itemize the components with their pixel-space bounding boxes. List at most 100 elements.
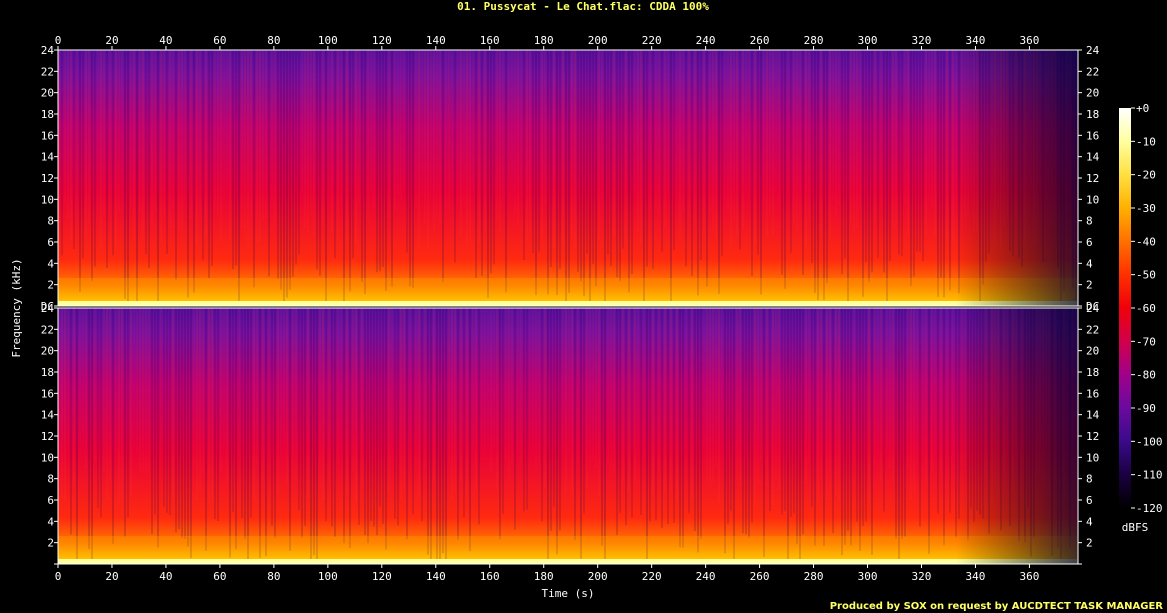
- y-tick-label: 24: [1086, 44, 1100, 57]
- y-tick-label: 22: [41, 65, 54, 78]
- y-tick-label: 2: [47, 279, 54, 292]
- y-tick-label: 10: [41, 193, 54, 206]
- x-tick-label: 160: [480, 34, 500, 47]
- y-tick-label: DC: [1086, 300, 1099, 313]
- x-tick-label: 40: [159, 34, 172, 47]
- y-tick-label: 4: [1086, 515, 1093, 528]
- x-tick-label: 320: [912, 34, 932, 47]
- y-tick-label: 4: [1086, 257, 1093, 270]
- x-tick-label: 20: [105, 34, 118, 47]
- y-tick-label: 22: [1086, 65, 1099, 78]
- y-tick-label: 6: [1086, 236, 1093, 249]
- y-tick-label: 10: [1086, 451, 1099, 464]
- x-tick-label: 160: [480, 570, 500, 583]
- y-tick-label: 20: [41, 87, 54, 100]
- y-tick-label: 18: [41, 366, 54, 379]
- x-tick-label: 260: [750, 570, 770, 583]
- x-tick-label: 180: [534, 570, 554, 583]
- colorbar-tick-label: -50: [1136, 269, 1156, 282]
- end-fade: [58, 50, 1078, 306]
- y-tick-label: 6: [47, 236, 54, 249]
- y-tick-label: 18: [41, 108, 54, 121]
- x-tick-label: 340: [966, 34, 986, 47]
- x-tick-label: 0: [55, 570, 62, 583]
- x-tick-label: 280: [804, 34, 824, 47]
- y-tick-label: 4: [47, 257, 54, 270]
- y-tick-label: 16: [41, 129, 54, 142]
- y-tick-label: DC: [41, 300, 54, 313]
- colorbar-tick-label: -110: [1136, 469, 1163, 482]
- y-tick-label: 16: [1086, 387, 1099, 400]
- colorbar-tick-label: -40: [1136, 235, 1156, 248]
- x-tick-label: 40: [159, 570, 172, 583]
- y-tick-label: 20: [41, 345, 54, 358]
- x-tick-label: 60: [213, 570, 226, 583]
- chart-title: 01. Pussycat - Le Chat.flac: CDDA 100%: [457, 0, 709, 13]
- y-tick-label: 22: [41, 323, 54, 336]
- channel-1-spectrogram: [57, 49, 1079, 307]
- colorbar-tick-label: -20: [1136, 169, 1156, 182]
- footer-credit: Produced by SOX on request by AUCDTECT T…: [830, 601, 1164, 612]
- y-tick-label: 20: [1086, 87, 1099, 100]
- colorbar-tick-label: -90: [1136, 402, 1156, 415]
- x-tick-label: 60: [213, 34, 226, 47]
- colorbar-tick-label: +0: [1136, 102, 1149, 115]
- x-tick-label: 100: [318, 34, 338, 47]
- x-tick-label: 180: [534, 34, 554, 47]
- x-tick-label: 140: [426, 34, 446, 47]
- x-tick-label: 100: [318, 570, 338, 583]
- y-tick-label: 12: [41, 172, 54, 185]
- y-tick-label: 4: [47, 515, 54, 528]
- y-tick-label: 24: [41, 302, 55, 315]
- x-tick-label: 120: [372, 570, 392, 583]
- x-tick-label: 240: [696, 570, 716, 583]
- colorbar-tick-label: -30: [1136, 202, 1156, 215]
- y-tick-label: 12: [1086, 172, 1099, 185]
- y-tick-label: 8: [47, 473, 54, 486]
- x-tick-label: 20: [105, 570, 118, 583]
- colorbar: +0 -10 -20 -30 -40 -50 -60 -70 -80 -90 -100 -110 -12…: [1119, 102, 1163, 515]
- x-tick-label: 140: [426, 570, 446, 583]
- y-tick-label: 8: [1086, 473, 1093, 486]
- x-tick-label: 200: [588, 570, 608, 583]
- x-tick-label: 0: [55, 34, 62, 47]
- colorbar-tick-label: -120: [1136, 502, 1163, 515]
- x-tick-label: 220: [642, 34, 662, 47]
- y-tick-label: 6: [1086, 494, 1093, 507]
- y-tick-label: 10: [41, 451, 54, 464]
- end-fade: [58, 308, 1078, 564]
- y-tick-label: 16: [1086, 129, 1099, 142]
- y-tick-label: 12: [41, 430, 54, 443]
- colorbar-label: dBFS: [1122, 521, 1149, 534]
- colorbar-scale: [1119, 108, 1131, 508]
- y-tick-label: 14: [41, 151, 55, 164]
- y-tick-label: 10: [1086, 193, 1099, 206]
- colorbar-tick-label: -80: [1136, 369, 1156, 382]
- y-tick-label: 14: [1086, 151, 1100, 164]
- y-tick-label: 14: [1086, 409, 1100, 422]
- colorbar-tick-label: -10: [1136, 135, 1156, 148]
- y-tick-label: 12: [1086, 430, 1099, 443]
- y-tick-label: 24: [41, 44, 55, 57]
- y-tick-label: 24: [1086, 302, 1100, 315]
- channel-2-spectrogram: [57, 307, 1079, 565]
- x-axis-label: Time (s): [542, 587, 595, 600]
- x-tick-label: 120: [372, 34, 392, 47]
- y-tick-label: 8: [1086, 215, 1093, 228]
- x-tick-label: 240: [696, 34, 716, 47]
- y-tick-label: 20: [1086, 345, 1099, 358]
- x-tick-label: 360: [1019, 570, 1039, 583]
- x-tick-label: 300: [858, 570, 878, 583]
- y-tick-label: 8: [47, 215, 54, 228]
- y-tick-label: 16: [41, 387, 54, 400]
- y-axis-label: Frequency (kHz): [10, 258, 23, 357]
- x-tick-label: 340: [966, 570, 986, 583]
- y-tick-label: 2: [1086, 279, 1093, 292]
- x-tick-label: 360: [1019, 34, 1039, 47]
- y-tick-label: 6: [47, 494, 54, 507]
- x-tick-label: 280: [804, 570, 824, 583]
- y-tick-label: 18: [1086, 366, 1099, 379]
- y-tick-label: 2: [1086, 537, 1093, 550]
- colorbar-tick-label: -70: [1136, 335, 1156, 348]
